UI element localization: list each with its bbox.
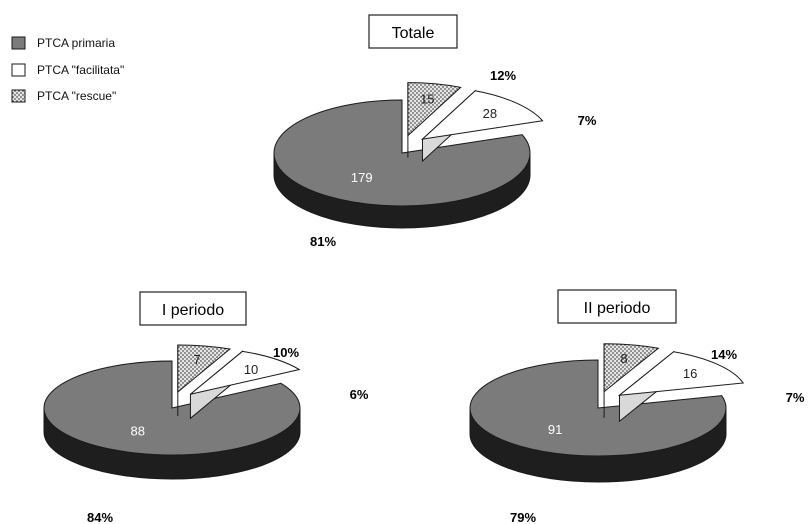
chart-title-frame xyxy=(139,291,247,326)
pie-slice-top-rescue xyxy=(603,343,660,393)
percent-label-primaria: 79% xyxy=(510,510,536,524)
legend-label-facilitata: PTCA "facilitata" xyxy=(37,63,124,77)
pie-slice-facilitata: 16 xyxy=(617,350,745,423)
legend-label-primaria: PTCA primaria xyxy=(37,36,115,50)
percent-label-facilitata: 14% xyxy=(711,347,737,362)
legend-label-rescue: PTCA "rescue" xyxy=(37,89,116,103)
percent-label-rescue: 7% xyxy=(578,113,597,128)
pie-slice-value-label: 91 xyxy=(548,422,562,437)
pie-slice-value-label: 179 xyxy=(351,170,373,185)
pie-slice-value-label: 28 xyxy=(483,106,497,121)
legend-item-rescue: PTCA "rescue" xyxy=(11,89,116,103)
pie-slice-top-rescue xyxy=(177,344,232,394)
pie-slice-facilitata: 10 xyxy=(189,350,301,420)
chart-title: Totale xyxy=(392,25,435,42)
percent-label-primaria: 84% xyxy=(87,510,113,524)
legend-swatch-facilitata xyxy=(11,63,26,77)
pie-slice-value-label: 16 xyxy=(683,366,697,381)
pie-slice-value-label: 10 xyxy=(244,362,258,377)
pie-slice-value-label: 15 xyxy=(420,91,434,106)
chart-title: I periodo xyxy=(162,302,224,319)
pie-slice-top-facilitata xyxy=(190,350,301,395)
pie-slice-value-label: 88 xyxy=(130,424,144,439)
chart-title-box-ii-periodo: II periodo xyxy=(557,289,677,324)
pie-slice-primaria: 91 xyxy=(469,359,727,483)
pie-slice-rescue: 7 xyxy=(177,344,232,416)
chart-title-box-i-periodo: I periodo xyxy=(139,291,247,326)
chart-title-box-totale: Totale xyxy=(368,14,458,49)
percent-label-primaria: 81% xyxy=(310,234,336,249)
pie-slice-top-primaria xyxy=(273,99,531,207)
pie-chart-ii-periodo: II periodo 91 16 8 79% 14% 7% xyxy=(469,289,805,524)
chart-title: II periodo xyxy=(584,300,651,317)
legend-item-facilitata: PTCA "facilitata" xyxy=(11,63,124,77)
pie-slice-top-primaria xyxy=(469,359,727,457)
pie-chart-i-periodo: I periodo 88 10 7 84% 10% 6% xyxy=(43,291,369,524)
pie-chart-totale: Totale 179 28 15 81% 12% 7% xyxy=(273,14,597,249)
pie-slice-facilitata: 28 xyxy=(420,89,544,163)
legend: PTCA primaria PTCA "facilitata" PTCA "re… xyxy=(11,36,124,103)
pie-slices-totale: 179 28 15 xyxy=(273,82,544,229)
pie-slices-i-periodo: 88 10 7 xyxy=(43,344,301,480)
legend-swatch-rescue xyxy=(11,89,26,103)
pie-slice-primaria: 88 xyxy=(43,360,301,480)
pie-slice-top-facilitata xyxy=(420,90,544,140)
chart-title-frame xyxy=(368,14,458,49)
legend-item-primaria: PTCA primaria xyxy=(11,36,115,50)
pie-slices-ii-periodo: 91 16 8 xyxy=(469,343,745,483)
pie-slice-rescue: 8 xyxy=(603,343,660,418)
pie-slice-top-primaria xyxy=(43,360,301,456)
chart-title-frame xyxy=(557,289,677,324)
percent-label-facilitata: 10% xyxy=(273,345,299,360)
percent-label-rescue: 7% xyxy=(786,390,805,405)
percent-label-rescue: 6% xyxy=(350,387,369,402)
legend-swatch-primaria xyxy=(11,36,26,50)
pie-slice-top-facilitata xyxy=(617,351,745,396)
pie-slice-value-label: 7 xyxy=(193,352,200,367)
pie-slice-rescue: 15 xyxy=(407,82,462,158)
pie-slice-value-label: 8 xyxy=(620,351,627,366)
pie-slice-primaria: 179 xyxy=(273,99,531,229)
pie-slice-top-rescue xyxy=(407,82,462,137)
percent-label-facilitata: 12% xyxy=(490,68,516,83)
